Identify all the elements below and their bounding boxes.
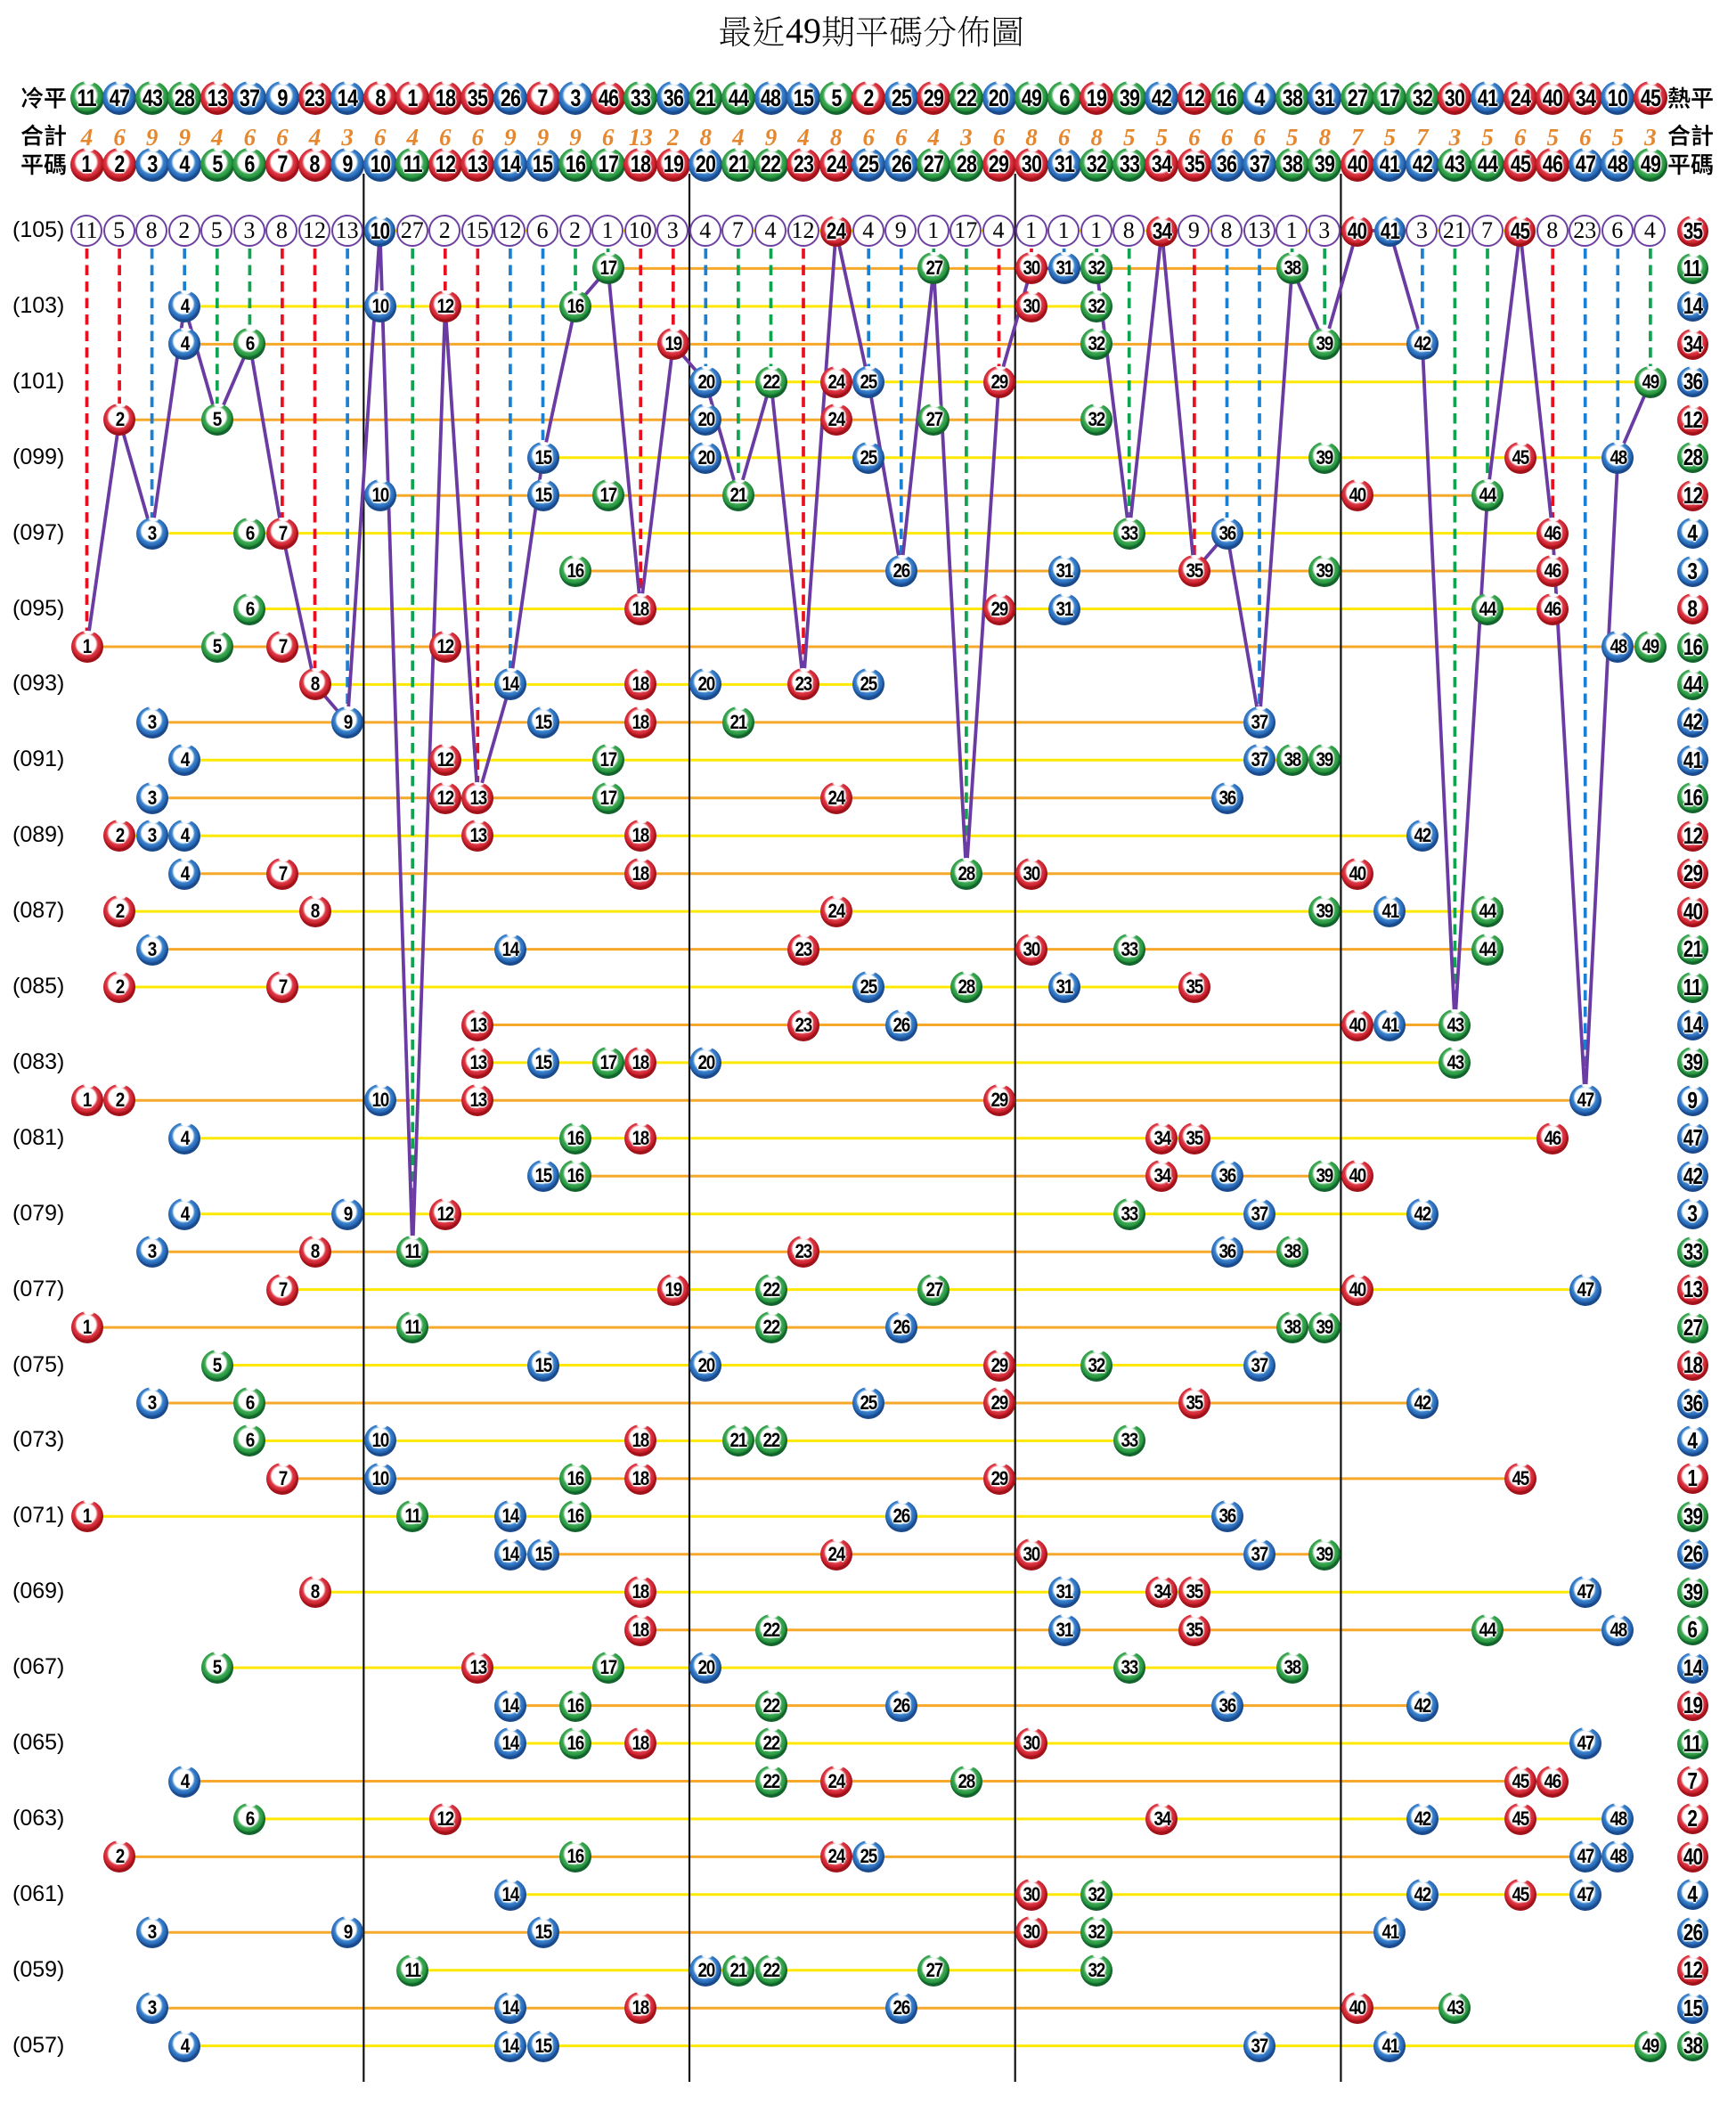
svg-text:49: 49 <box>786 11 821 51</box>
